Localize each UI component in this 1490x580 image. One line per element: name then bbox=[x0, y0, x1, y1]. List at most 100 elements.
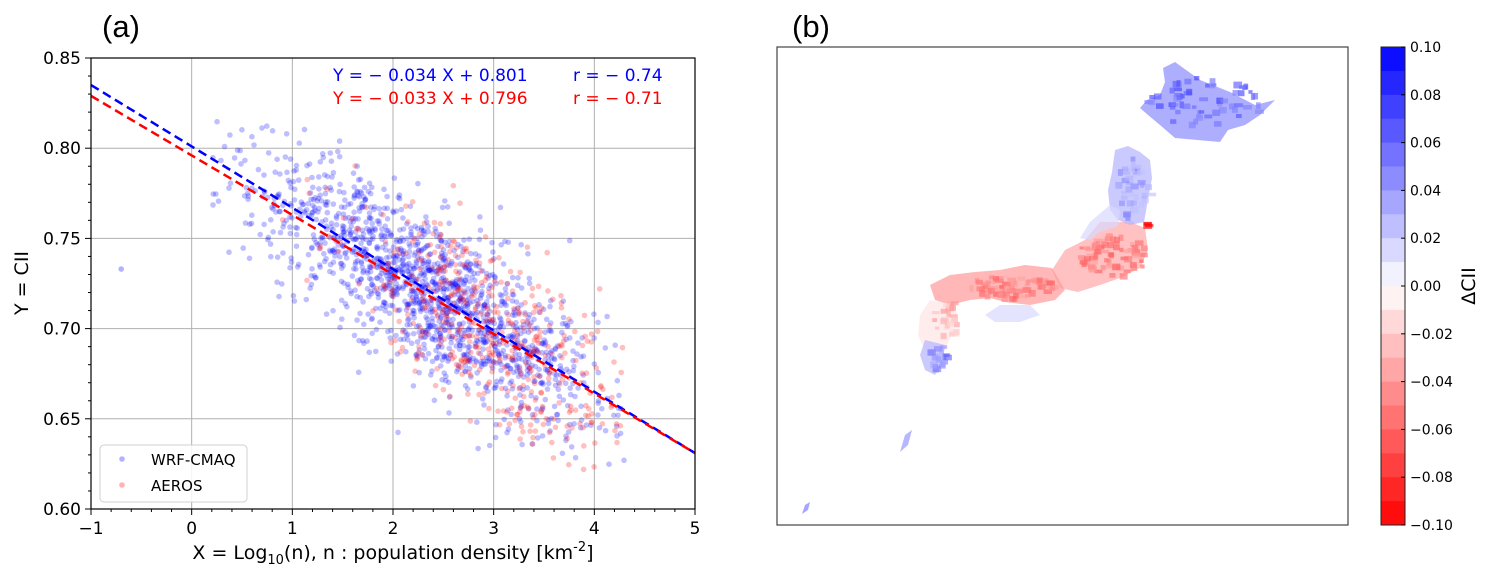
scatter-point-wrf-cmaq bbox=[354, 163, 361, 169]
scatter-point-wrf-cmaq bbox=[613, 423, 620, 430]
scatter-point-wrf-cmaq bbox=[547, 327, 554, 334]
scatter-point-wrf-cmaq bbox=[346, 227, 353, 233]
scatter-point-aeros bbox=[473, 257, 479, 264]
colorbar-bin bbox=[1381, 405, 1405, 430]
scatter-point-wrf-cmaq bbox=[425, 320, 432, 326]
map-cell bbox=[1191, 105, 1197, 109]
scatter-point-aeros bbox=[496, 354, 503, 361]
scatter-point-wrf-cmaq bbox=[439, 357, 446, 363]
scatter-point-aeros bbox=[354, 225, 360, 232]
scatter-point-wrf-cmaq bbox=[517, 330, 524, 337]
map-cell bbox=[1112, 263, 1121, 271]
scatter-point-wrf-cmaq bbox=[465, 285, 472, 292]
scatter-point-wrf-cmaq bbox=[505, 320, 512, 327]
map-cell bbox=[1134, 240, 1144, 246]
scatter-point-wrf-cmaq bbox=[397, 238, 403, 245]
scatter-point-wrf-cmaq bbox=[342, 215, 349, 222]
scatter-point-aeros bbox=[451, 239, 458, 245]
scatter-point-aeros bbox=[588, 331, 595, 337]
scatter-point-wrf-cmaq bbox=[360, 236, 366, 242]
scatter-point-wrf-cmaq bbox=[352, 287, 358, 294]
x-tick-label: 5 bbox=[690, 519, 701, 539]
scatter-point-wrf-cmaq bbox=[461, 352, 468, 358]
scatter-point-wrf-cmaq bbox=[226, 185, 232, 191]
scatter-point-wrf-cmaq bbox=[238, 161, 244, 167]
scatter-point-wrf-cmaq bbox=[320, 235, 326, 241]
scatter-point-aeros bbox=[525, 404, 531, 410]
scatter-point-wrf-cmaq bbox=[458, 298, 464, 305]
scatter-point-wrf-cmaq bbox=[340, 262, 347, 269]
scatter-point-aeros bbox=[617, 423, 624, 429]
scatter-point-aeros bbox=[478, 279, 485, 286]
scatter-point-wrf-cmaq bbox=[288, 184, 294, 191]
scatter-point-wrf-cmaq bbox=[449, 281, 455, 287]
scatter-point-wrf-cmaq bbox=[403, 348, 409, 355]
scatter-point-aeros bbox=[419, 351, 425, 358]
scatter-point-wrf-cmaq bbox=[360, 269, 366, 276]
scatter-point-wrf-cmaq bbox=[540, 405, 546, 411]
scatter-point-wrf-cmaq bbox=[500, 261, 507, 267]
scatter-point-wrf-cmaq bbox=[488, 319, 495, 326]
scatter-point-aeros bbox=[391, 249, 397, 256]
scatter-point-wrf-cmaq bbox=[475, 339, 481, 345]
scatter-point-wrf-cmaq bbox=[338, 265, 345, 271]
scatter-point-wrf-cmaq bbox=[391, 288, 398, 295]
scatter-point-aeros bbox=[467, 418, 474, 424]
scatter-point-aeros bbox=[489, 284, 496, 291]
scatter-point-aeros bbox=[538, 389, 544, 396]
scatter-point-aeros bbox=[528, 327, 534, 334]
scatter-point-wrf-cmaq bbox=[429, 279, 436, 286]
map-cell bbox=[1217, 101, 1223, 107]
x-label-part: ] bbox=[586, 542, 593, 564]
scatter-point-wrf-cmaq bbox=[320, 154, 327, 161]
scatter-point-aeros bbox=[485, 346, 492, 352]
scatter-point-wrf-cmaq bbox=[327, 184, 334, 191]
scatter-point-wrf-cmaq bbox=[343, 255, 350, 261]
scatter-point-wrf-cmaq bbox=[484, 358, 490, 365]
scatter-point-wrf-cmaq bbox=[341, 204, 348, 211]
scatter-point-aeros bbox=[514, 411, 521, 418]
scatter-point-wrf-cmaq bbox=[517, 325, 524, 331]
scatter-point-wrf-cmaq bbox=[265, 236, 271, 243]
scatter-point-wrf-cmaq bbox=[532, 345, 538, 352]
grid-lines bbox=[91, 58, 695, 509]
scatter-point-wrf-cmaq bbox=[446, 333, 453, 340]
scatter-point-wrf-cmaq bbox=[449, 279, 456, 285]
scatter-point-wrf-cmaq bbox=[422, 334, 429, 340]
scatter-point-aeros bbox=[416, 249, 422, 256]
scatter-point-wrf-cmaq bbox=[298, 199, 305, 205]
scatter-point-wrf-cmaq bbox=[438, 238, 445, 244]
scatter-point-wrf-cmaq bbox=[463, 351, 470, 358]
map-cell bbox=[1115, 181, 1123, 189]
scatter-point-aeros bbox=[530, 434, 536, 441]
scatter-point-wrf-cmaq bbox=[517, 385, 523, 391]
scatter-point-wrf-cmaq bbox=[245, 193, 252, 199]
scatter-point-aeros bbox=[483, 332, 490, 338]
map-cell bbox=[982, 284, 989, 289]
map-cell bbox=[940, 318, 947, 325]
scatter-point-wrf-cmaq bbox=[246, 255, 253, 262]
x-tick-label: 2 bbox=[388, 519, 399, 539]
scatter-point-wrf-cmaq bbox=[433, 328, 440, 335]
scatter-point-wrf-cmaq bbox=[480, 303, 487, 310]
scatter-point-wrf-cmaq bbox=[393, 208, 400, 214]
scatter-point-wrf-cmaq bbox=[463, 265, 469, 271]
scatter-point-wrf-cmaq bbox=[354, 317, 360, 323]
scatter-point-wrf-cmaq bbox=[467, 357, 473, 363]
scatter-point-aeros bbox=[514, 305, 521, 312]
scatter-point-wrf-cmaq bbox=[274, 254, 281, 260]
map-cell bbox=[1028, 290, 1036, 297]
scatter-point-wrf-cmaq bbox=[364, 270, 371, 276]
scatter-point-aeros bbox=[514, 331, 520, 338]
scatter-point-aeros bbox=[495, 309, 501, 316]
scatter-point-wrf-cmaq bbox=[466, 265, 472, 271]
scatter-point-wrf-cmaq bbox=[456, 321, 463, 327]
scatter-point-wrf-cmaq bbox=[404, 263, 410, 270]
scatter-point-wrf-cmaq bbox=[534, 325, 540, 331]
scatter-point-wrf-cmaq bbox=[555, 343, 561, 349]
scatter-point-aeros bbox=[549, 439, 555, 446]
scatter-point-aeros bbox=[471, 292, 477, 299]
scatter-point-aeros bbox=[478, 268, 485, 274]
scatter-point-wrf-cmaq bbox=[497, 316, 504, 323]
scatter-point-wrf-cmaq bbox=[502, 385, 509, 392]
